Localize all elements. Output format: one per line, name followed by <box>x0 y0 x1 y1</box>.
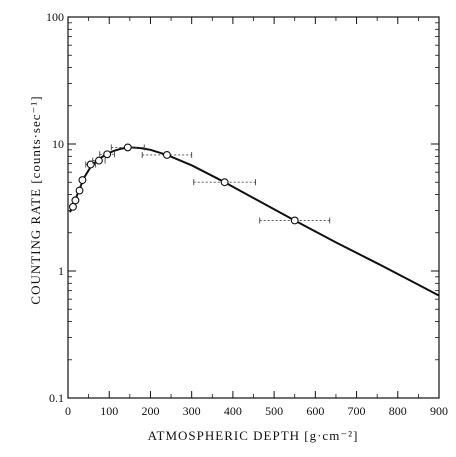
x-tick-label: 200 <box>141 404 159 418</box>
tick-labels: 0 100 200 300 400 500 600 700 800 900 0.1 1 10 100 <box>46 10 448 418</box>
data-point <box>123 143 132 152</box>
data-points <box>68 143 331 225</box>
y-tick-label: 10 <box>52 137 64 151</box>
plot-frame <box>67 16 440 399</box>
x-tick-label: 800 <box>389 404 407 418</box>
x-tick-label: 0 <box>65 404 71 418</box>
x-axis-label: ATMOSPHERIC DEPTH [g·cm⁻²] <box>148 428 359 443</box>
x-tick-label: 700 <box>348 404 366 418</box>
x-tick-label: 600 <box>306 404 324 418</box>
x-tick-label: 400 <box>224 404 242 418</box>
x-tick-label: 300 <box>183 404 201 418</box>
data-point <box>68 202 77 211</box>
x-tick-label: 500 <box>265 404 283 418</box>
y-tick-label: 0.1 <box>49 391 64 405</box>
fit-curve-group <box>69 146 440 297</box>
data-point <box>162 150 171 159</box>
data-point <box>71 196 80 205</box>
data-point <box>220 178 229 187</box>
x-tick-label: 900 <box>430 404 448 418</box>
data-point <box>290 216 299 225</box>
data-point <box>75 186 84 195</box>
plot-border <box>67 16 440 399</box>
data-point <box>94 156 103 165</box>
y-axis-label: COUNTING RATE [counts·sec⁻¹] <box>28 95 43 304</box>
data-point <box>78 176 87 185</box>
y-tick-label: 1 <box>58 264 64 278</box>
y-tick-label: 100 <box>46 10 64 24</box>
x-tick-label: 100 <box>100 404 118 418</box>
fit-curve <box>69 146 440 297</box>
axis-ticks <box>67 16 440 399</box>
data-point <box>103 150 112 159</box>
